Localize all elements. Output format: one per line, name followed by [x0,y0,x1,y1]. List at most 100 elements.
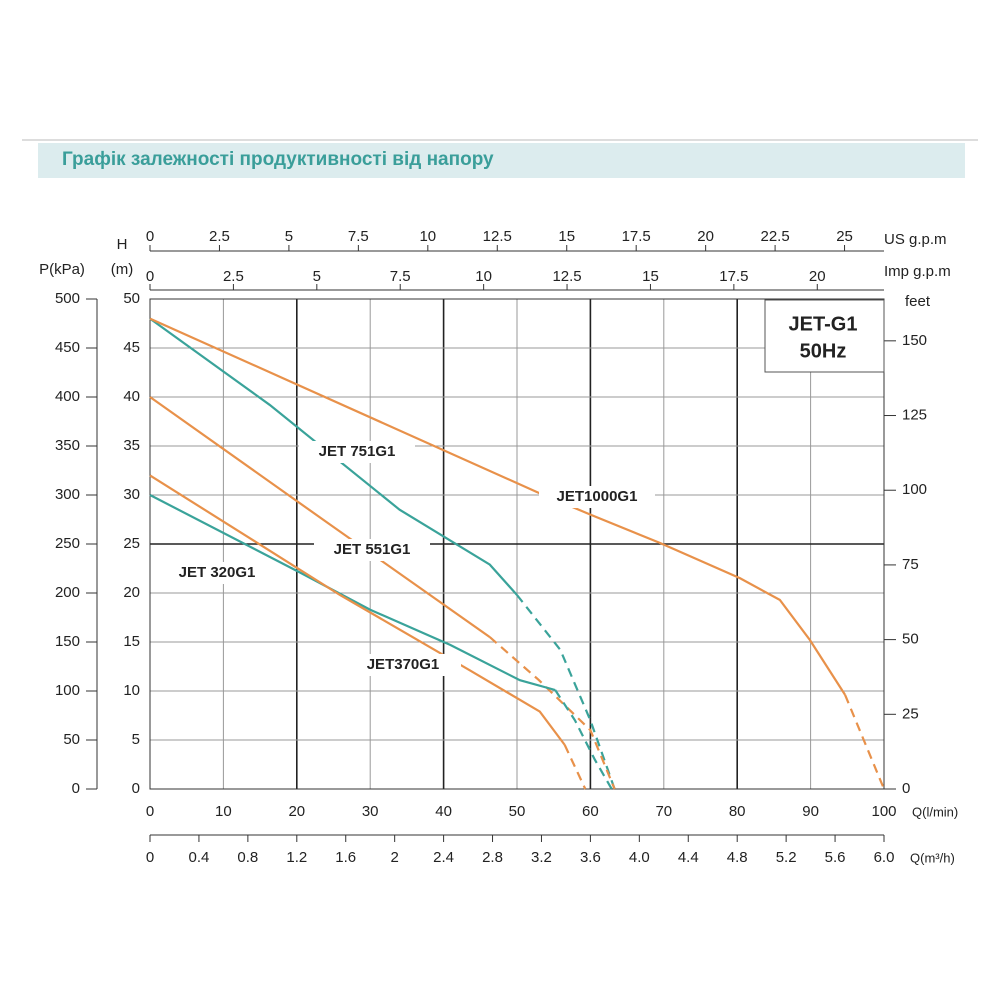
x-tick-label: 100 [871,803,896,820]
x-tick-label: 10 [215,803,232,820]
label-bg [159,562,275,584]
x4-tick-label: 12.5 [552,268,581,285]
y3-axis-label: P(kPa) [39,261,85,278]
x-tick-label: 0 [146,803,154,820]
series-label: JET 320G1 [179,564,256,581]
x4-tick-label: 0 [146,268,154,285]
series-label: JET1000G1 [557,488,638,505]
y-tick-label: 25 [123,535,140,552]
x2-tick-label: 0.4 [189,849,210,866]
x3-tick-label: 17.5 [622,228,651,245]
y2-tick-label: 0 [902,780,910,797]
y-tick-label: 20 [123,584,140,601]
x4-tick-label: 17.5 [719,268,748,285]
y3-tick-label: 400 [55,388,80,405]
curve-dashed [554,689,613,790]
x2-tick-label: 1.2 [286,849,307,866]
y-axis-unit: (m) [111,261,134,278]
x4-axis-label: Imp g.p.m [884,263,951,280]
axes: 0 10 20 30 40 50 60 70 80 90 100 Q(l/min)0 0.4 0.8 1.2… [39,228,958,866]
model-box [764,299,885,373]
y-tick-label: 40 [123,388,140,405]
curve-dashed [563,744,587,790]
y3-tick-label: 0 [72,780,80,797]
x2-tick-label: 0 [146,849,154,866]
x3-tick-label: 22.5 [760,228,789,245]
labels: JET 751G1 JET1000G1 JET 551G1 JET 320G1 JET3… [159,441,655,676]
y-tick-label: 15 [123,633,140,650]
y3-tick-label: 300 [55,486,80,503]
x2-tick-label: 4.4 [678,849,699,866]
series-label: JET370G1 [367,656,440,673]
x3-tick-label: 10 [419,228,436,245]
plot-frame [149,298,885,790]
x2-tick-label: 6.0 [874,849,895,866]
x-tick-label: 30 [362,803,379,820]
x2-tick-label: 4.8 [727,849,748,866]
chart-title: Графік залежності продуктивності від нап… [62,149,494,170]
y2-axis-label: feet [905,293,931,310]
y2-tick-label: 25 [902,705,919,722]
grid [149,298,885,790]
x4-tick-label: 2.5 [223,268,244,285]
x-tick-label: 60 [582,803,599,820]
x3-axis-label: US g.p.m [884,231,947,248]
x3-tick-label: 25 [836,228,853,245]
curve [149,474,566,746]
model-label: JET-G1 [789,313,858,335]
x2-tick-label: 3.6 [580,849,601,866]
y3-tick-label: 500 [55,290,80,307]
label-bg [314,539,430,561]
y-tick-label: 35 [123,437,140,454]
y3-tick-label: 250 [55,535,80,552]
x-axis-label: Q(l/min) [912,804,958,819]
x2-tick-label: 2 [390,849,398,866]
x3-tick-label: 0 [146,228,154,245]
x2-tick-label: 1.6 [335,849,356,866]
curve [149,494,556,692]
x-tick-label: 90 [802,803,819,820]
series-label: JET 751G1 [319,443,396,460]
series-label: JET 551G1 [334,541,411,558]
curve [149,317,847,696]
x3-tick-label: 7.5 [348,228,369,245]
curve-dashed [516,594,616,790]
x-tick-label: 50 [509,803,526,820]
y3-tick-label: 350 [55,437,80,454]
x2-tick-label: 0.8 [237,849,258,866]
y2-tick-label: 125 [902,406,927,423]
x4-tick-label: 10 [475,268,492,285]
x3-tick-label: 2.5 [209,228,230,245]
y-tick-label: 0 [132,780,140,797]
y2-tick-label: 100 [902,481,927,498]
x3-tick-label: 15 [558,228,575,245]
x2-tick-label: 5.6 [825,849,846,866]
x2-tick-label: 5.2 [776,849,797,866]
y-axis-label: H [117,236,128,253]
y-tick-label: 5 [132,731,140,748]
y-tick-label: 10 [123,682,140,699]
x2-tick-label: 2.8 [482,849,503,866]
x4-tick-label: 15 [642,268,659,285]
y2-tick-label: 150 [902,332,927,349]
x2-tick-label: 4.0 [629,849,650,866]
y-tick-label: 45 [123,339,140,356]
curve-dashed [844,694,886,790]
x-tick-label: 80 [729,803,746,820]
y2-tick-label: 50 [902,631,919,648]
curve-dashed [489,636,616,790]
y3-tick-label: 50 [63,731,80,748]
x3-tick-label: 20 [697,228,714,245]
x3-tick-label: 12.5 [483,228,512,245]
y3-tick-label: 150 [55,633,80,650]
curve [149,396,491,638]
x-tick-label: 70 [655,803,672,820]
y2-tick-label: 75 [902,556,919,573]
curve [149,317,518,596]
x-tick-label: 20 [288,803,305,820]
y-tick-label: 50 [123,290,140,307]
curves [149,317,886,790]
label-bg [539,486,655,508]
label-bg [345,654,461,676]
